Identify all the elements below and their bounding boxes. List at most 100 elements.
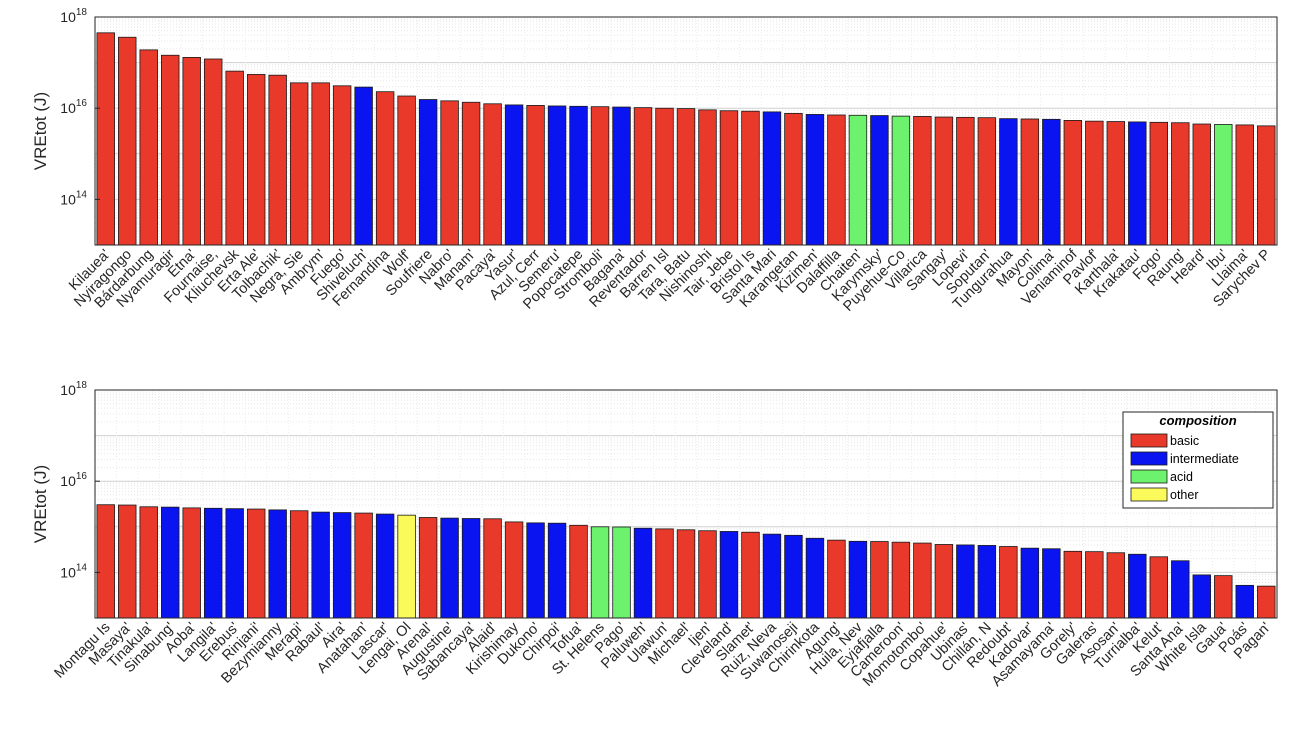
bar-36	[848, 114, 868, 246]
bar-11	[311, 82, 330, 246]
axes-box	[94, 16, 1278, 246]
legend-label-basic: basic	[1170, 434, 1199, 448]
bar-15	[397, 514, 416, 619]
bar-12	[332, 512, 352, 619]
bar-14	[375, 91, 395, 246]
bar-17	[440, 517, 459, 619]
bar-16	[418, 99, 438, 246]
bar-34	[805, 537, 825, 619]
bar-37	[870, 541, 889, 619]
bar-21	[526, 105, 545, 246]
bar-51	[1171, 122, 1190, 246]
legend-label-other: other	[1170, 488, 1199, 502]
bar-4	[161, 54, 180, 246]
bar-19	[483, 103, 502, 246]
y-tick-label: 1018	[60, 380, 87, 398]
bar-43	[999, 546, 1018, 619]
bar-8	[246, 74, 266, 246]
bar-55	[1257, 125, 1276, 246]
bar-25	[612, 526, 631, 619]
bar-21	[526, 522, 545, 619]
legend-swatch-acid	[1130, 469, 1168, 484]
bar-25	[612, 106, 631, 246]
bar-22	[547, 522, 567, 619]
bar-31	[741, 110, 760, 246]
bar-2	[118, 36, 137, 246]
bar-23	[569, 524, 588, 619]
bar-9	[268, 509, 287, 619]
bar-35	[827, 539, 846, 619]
bar-28	[676, 529, 696, 619]
bar-3	[139, 49, 158, 246]
bar-16	[418, 517, 438, 619]
bar-20	[504, 104, 524, 246]
legend-title: composition	[1159, 413, 1236, 428]
bar-40	[934, 544, 954, 619]
bar-46	[1063, 120, 1083, 246]
bar-36	[848, 540, 868, 619]
bar-5	[182, 57, 201, 246]
bar-34	[805, 114, 825, 246]
bar-10	[289, 510, 309, 619]
bar-39	[913, 116, 932, 246]
bar-45	[1042, 118, 1061, 246]
bar-11	[311, 511, 330, 619]
bar-50	[1149, 556, 1169, 619]
y-tick-label: 1014	[60, 189, 87, 207]
bar-49	[1128, 553, 1147, 619]
y-tick-label: 1016	[60, 98, 87, 116]
bar-46	[1063, 550, 1083, 619]
legend-swatch-basic	[1130, 433, 1168, 448]
bar-54	[1235, 584, 1254, 619]
bar-48	[1106, 552, 1126, 619]
bar-22	[547, 105, 567, 246]
bar-35	[827, 114, 846, 246]
bar-1	[96, 504, 115, 619]
bar-6	[203, 58, 223, 246]
bar-39	[913, 542, 932, 619]
bar-53	[1214, 124, 1233, 246]
bar-1	[96, 32, 115, 246]
bar-30	[719, 531, 739, 619]
bar-26	[633, 107, 653, 246]
y-axis-label: VREtot (J)	[31, 465, 50, 543]
y-axis-label: VREtot (J)	[31, 92, 50, 170]
bar-31	[741, 531, 760, 619]
bar-38	[891, 115, 911, 246]
bar-44	[1020, 547, 1040, 619]
bar-4	[161, 506, 180, 619]
bar-51	[1171, 560, 1190, 619]
bar-14	[375, 513, 395, 619]
bar-13	[354, 512, 373, 619]
bar-12	[332, 85, 352, 246]
legend-label-acid: acid	[1170, 470, 1193, 484]
bar-33	[784, 112, 803, 246]
bar-48	[1106, 121, 1126, 246]
bar-18	[461, 101, 481, 246]
bar-53	[1214, 575, 1233, 619]
bar-24	[590, 526, 610, 619]
bar-49	[1128, 121, 1147, 246]
bar-27	[655, 107, 674, 246]
bar-8	[246, 508, 266, 619]
bar-2	[118, 504, 137, 619]
bar-29	[698, 530, 717, 619]
bar-41	[956, 544, 975, 619]
bar-32	[762, 533, 782, 619]
bar-10	[289, 82, 309, 246]
bar-5	[182, 507, 201, 619]
bar-33	[784, 534, 803, 619]
bar-15	[397, 95, 416, 246]
bar-45	[1042, 548, 1061, 619]
bar-6	[203, 507, 223, 619]
bar-37	[870, 115, 889, 246]
bar-30	[719, 110, 739, 246]
bar-17	[440, 100, 459, 246]
bar-29	[698, 109, 717, 246]
bar-20	[504, 521, 524, 619]
bar-18	[461, 518, 481, 619]
bar-27	[655, 528, 674, 619]
bar-7	[225, 508, 244, 619]
bar-44	[1020, 118, 1040, 246]
